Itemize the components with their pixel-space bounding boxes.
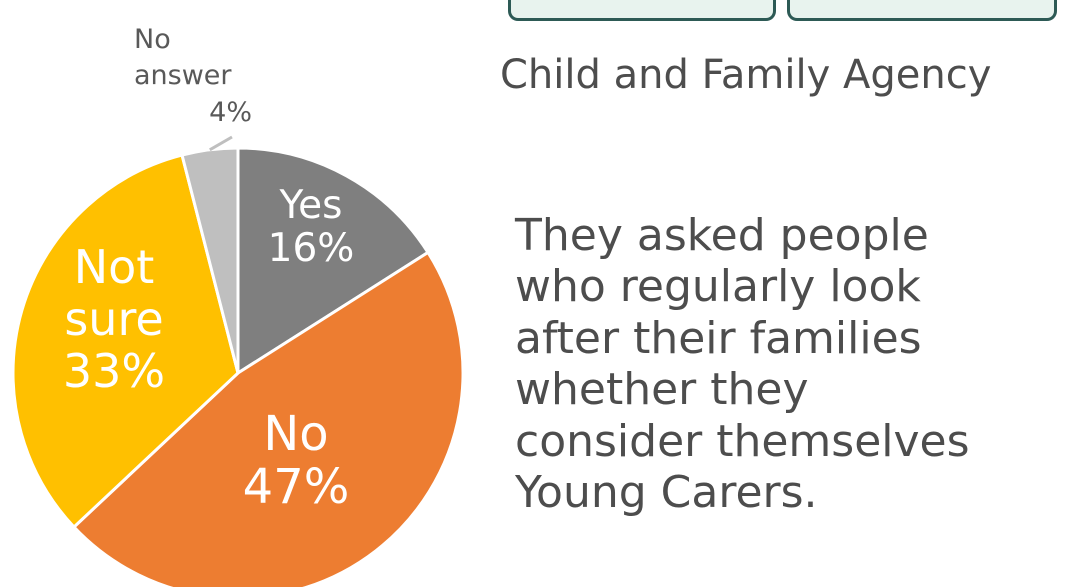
slice-label-line: 4%: [209, 97, 252, 128]
slice-label-line: Yes: [279, 183, 343, 228]
decorative-tab-left: [508, 0, 776, 21]
slice-label-line: sure: [64, 292, 163, 346]
slice-label-line: Not: [74, 240, 155, 294]
slice-label-line: answer: [134, 60, 232, 91]
slice-label-line: No: [134, 24, 171, 55]
caption-line: whether they: [515, 364, 809, 416]
slice-label-line: 16%: [268, 226, 355, 271]
caption-line: after their families: [515, 312, 922, 364]
caption-line: Young Carers.: [515, 467, 818, 519]
decorative-tab-right: [787, 0, 1057, 21]
slice-label-line: 33%: [63, 344, 165, 398]
slice-label-line: No: [263, 406, 328, 462]
pie-slice-not-sure: [11, 153, 240, 530]
caption-line: who regularly look: [515, 261, 921, 313]
callout-leader-line: [209, 135, 233, 152]
slice-label-line: 47%: [243, 459, 350, 515]
slice-label-not-sure: Not sure 33%: [63, 240, 165, 398]
pie-slice-no: [71, 250, 465, 587]
pie-slice-no-answer: [180, 146, 240, 374]
agency-name: Child and Family Agency: [500, 52, 992, 98]
pie-slice-yes: [236, 146, 431, 376]
slice-label-yes: Yes 16%: [268, 183, 355, 271]
slice-label-no-answer: No answer 4%: [134, 24, 252, 128]
pie-chart: Yes 16%No 47%Not sure 33%No answer 4%: [11, 24, 465, 587]
slice-label-no: No 47%: [243, 406, 350, 515]
caption-line: consider themselves: [515, 415, 970, 467]
caption: They asked people who regularly look aft…: [515, 210, 1070, 519]
caption-line: They asked people: [515, 210, 929, 261]
